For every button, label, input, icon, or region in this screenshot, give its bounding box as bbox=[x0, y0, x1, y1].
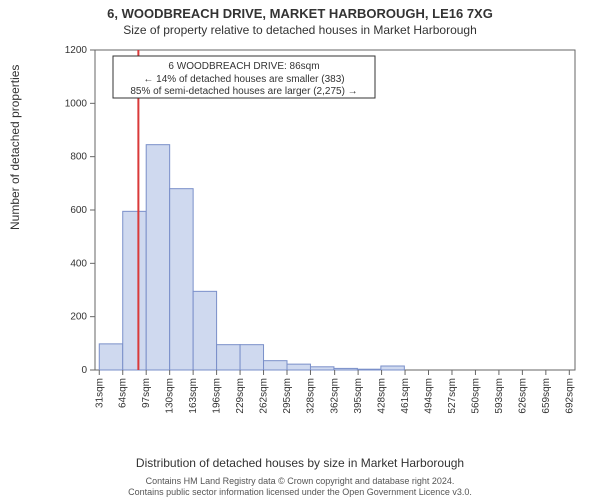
x-tick-label: 196sqm bbox=[212, 378, 223, 414]
y-tick-label: 1200 bbox=[65, 45, 88, 56]
x-tick-label: 295sqm bbox=[282, 378, 293, 414]
y-axis-label: Number of detached properties bbox=[8, 65, 22, 230]
x-tick-label: 262sqm bbox=[259, 378, 270, 414]
y-tick-label: 200 bbox=[70, 312, 87, 323]
x-tick-label: 362sqm bbox=[330, 378, 341, 414]
histogram-bar bbox=[240, 345, 263, 370]
x-tick-label: 461sqm bbox=[400, 378, 411, 414]
y-tick-label: 600 bbox=[70, 205, 87, 216]
page-subtitle: Size of property relative to detached ho… bbox=[0, 21, 600, 37]
x-tick-label: 593sqm bbox=[494, 378, 505, 414]
histogram-bar bbox=[193, 291, 216, 370]
footer-line-1: Contains HM Land Registry data © Crown c… bbox=[0, 476, 600, 487]
x-axis-label: Distribution of detached houses by size … bbox=[0, 456, 600, 470]
histogram-bar bbox=[123, 211, 146, 370]
y-tick-label: 1000 bbox=[65, 98, 88, 109]
histogram-chart: 0 200 400 600 800 1000 1200 31sqm 64sqm 97sqm 130s… bbox=[60, 44, 580, 424]
annotation-line-1: 6 WOODBREACH DRIVE: 86sqm bbox=[168, 61, 319, 72]
annotation-line-2: ← 14% of detached houses are smaller (38… bbox=[143, 74, 344, 85]
x-tick-label: 64sqm bbox=[118, 378, 129, 408]
x-tick-label: 659sqm bbox=[541, 378, 552, 414]
page-title: 6, WOODBREACH DRIVE, MARKET HARBOROUGH, … bbox=[0, 0, 600, 21]
histogram-bar bbox=[357, 369, 380, 370]
histogram-bar bbox=[287, 364, 310, 370]
x-tick-label: 560sqm bbox=[470, 378, 481, 414]
footer-line-2: Contains public sector information licen… bbox=[0, 487, 600, 498]
x-tick-label: 626sqm bbox=[517, 378, 528, 414]
footer-attribution: Contains HM Land Registry data © Crown c… bbox=[0, 476, 600, 499]
x-tick-label: 163sqm bbox=[188, 378, 199, 414]
y-tick-label: 0 bbox=[81, 365, 87, 376]
histogram-bar bbox=[146, 145, 169, 370]
x-tick-label: 527sqm bbox=[447, 378, 458, 414]
x-tick-label: 692sqm bbox=[564, 378, 575, 414]
x-tick-label: 428sqm bbox=[377, 378, 388, 414]
histogram-bar bbox=[264, 361, 287, 370]
chart-svg: 0 200 400 600 800 1000 1200 31sqm 64sqm 97sqm 130s… bbox=[60, 44, 580, 424]
x-tick-label: 31sqm bbox=[94, 378, 105, 408]
y-tick-label: 800 bbox=[70, 152, 87, 163]
y-tick-label: 400 bbox=[70, 258, 87, 269]
x-tick-label: 494sqm bbox=[424, 378, 435, 414]
x-tick-label: 395sqm bbox=[353, 378, 364, 414]
x-tick-label: 97sqm bbox=[141, 378, 152, 408]
histogram-bar bbox=[170, 189, 193, 370]
histogram-bar bbox=[334, 368, 357, 370]
x-tick-label: 328sqm bbox=[305, 378, 316, 414]
histogram-bar bbox=[381, 366, 404, 370]
histogram-bar bbox=[310, 367, 333, 370]
annotation-line-3: 85% of semi-detached houses are larger (… bbox=[130, 86, 357, 97]
histogram-bar bbox=[217, 345, 240, 370]
x-tick-label: 130sqm bbox=[165, 378, 176, 414]
histogram-bar bbox=[99, 344, 122, 370]
x-tick-label: 229sqm bbox=[235, 378, 246, 414]
